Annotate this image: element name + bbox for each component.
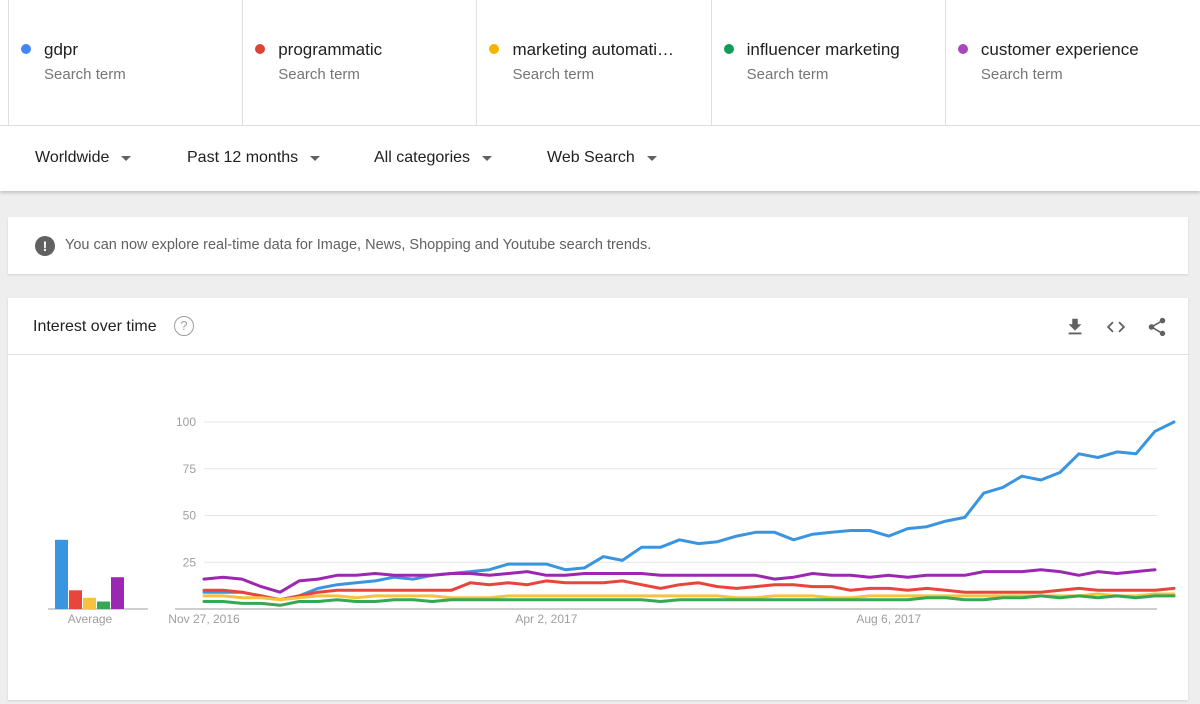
caret-down-icon [646,155,657,161]
caret-down-icon [310,155,321,161]
info-banner: ! You can now explore real-time data for… [8,217,1188,274]
search-term-marketing-automation[interactable]: marketing automati… Search term [476,0,712,126]
caret-down-icon [482,155,493,161]
series-line-customer-experience[interactable] [202,568,1157,594]
series-line-programmatic[interactable] [202,579,1176,602]
average-bar-programmatic[interactable] [69,590,82,609]
search-term-type: Search term [512,66,595,83]
y-tick-label: 100 [176,415,196,429]
search-type-dropdown[interactable]: Web Search [547,149,657,167]
help-icon[interactable]: ? [174,316,194,336]
x-tick-label: Nov 27, 2016 [168,612,240,626]
series-color-dot [489,44,500,54]
average-label: Average [68,612,113,626]
search-term-name: influencer marketing [746,40,900,59]
search-term-gdpr[interactable]: gdpr Search term [8,0,244,126]
series-line-gdpr[interactable] [202,420,1176,602]
average-bar-gdpr[interactable] [55,539,68,609]
search-term-name: programmatic [278,40,383,59]
search-type-dropdown-label: Web Search [547,149,635,166]
search-term-name: gdpr [44,40,79,59]
series-line-influencer-marketing[interactable] [202,594,1176,607]
download-icon[interactable] [1064,316,1086,338]
search-term-type: Search term [746,66,829,83]
interest-over-time-chart: 100 75 50 25 Nov 27, 2016 Apr 2, 2017 Aug 6, 2… [48,415,1176,626]
card-title: Interest over time [33,318,157,335]
y-tick-label: 75 [183,462,197,476]
time-range-dropdown-label: Past 12 months [187,149,299,166]
category-dropdown-label: All categories [374,149,471,166]
average-bar-influencer-marketing[interactable] [97,601,110,609]
search-term-type: Search term [44,66,126,83]
search-term-name: customer experience [980,40,1139,59]
search-term-type: Search term [278,66,360,83]
embed-icon[interactable] [1105,316,1127,338]
card-header: Interest over time ? [8,298,1188,355]
average-bar-customer-experience[interactable] [111,577,124,609]
series-color-dot [21,44,31,54]
x-tick-label: Aug 6, 2017 [856,612,921,626]
series-color-dot [957,44,968,54]
search-terms-bar: gdpr Search term programmatic Search ter… [0,0,1200,126]
search-term-customer-experience[interactable]: customer experience Search term [944,0,1200,126]
interest-over-time-card: Interest over time ? 100 75 50 25 Nov 27, 20… [8,298,1188,700]
region-dropdown-label: Worldwide [35,149,110,166]
info-banner-message: You can now explore real-time data for I… [65,237,652,253]
share-icon[interactable] [1146,316,1168,338]
filter-bar: Worldwide Past 12 months All categories … [0,126,1200,191]
x-tick-label: Apr 2, 2017 [515,612,577,626]
caret-down-icon [121,155,132,161]
region-dropdown[interactable]: Worldwide [35,149,132,167]
y-tick-label: 25 [183,555,197,569]
search-term-type: Search term [980,66,1063,83]
time-range-dropdown[interactable]: Past 12 months [187,149,321,167]
search-term-influencer-marketing[interactable]: influencer marketing Search term [710,0,946,126]
search-term-name: marketing automati… [512,40,675,59]
y-tick-label: 50 [183,509,197,523]
search-term-programmatic[interactable]: programmatic Search term [242,0,478,126]
series-line-marketing-automation[interactable] [202,592,1176,602]
series-color-dot [723,44,734,54]
series-color-dot [255,44,266,54]
average-bar-marketing-automation[interactable] [83,597,96,609]
category-dropdown[interactable]: All categories [374,149,493,167]
info-icon: ! [35,236,55,256]
